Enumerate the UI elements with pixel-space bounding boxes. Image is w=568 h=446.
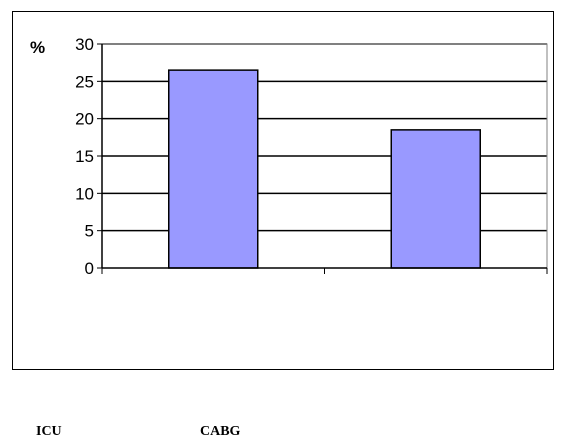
y-tick-label: 0 [85, 259, 94, 278]
bar-chart: 0 5 10 15 20 25 30 % [30, 35, 548, 278]
y-axis-label: % [30, 38, 45, 57]
y-tick-label: 15 [75, 147, 94, 166]
bars [168, 69, 481, 269]
y-tick-label: 30 [75, 35, 94, 54]
caption-label-cabg: CABG [200, 424, 241, 439]
y-tick-label: 5 [85, 222, 94, 241]
tick-labels: 0 5 10 15 20 25 30 [75, 35, 94, 278]
chart-frame: 0 5 10 15 20 25 30 % [12, 11, 554, 370]
axes [97, 43, 548, 274]
y-tick-label: 10 [75, 184, 94, 203]
bar [390, 129, 481, 269]
y-tick-label: 20 [75, 110, 94, 129]
bar [168, 69, 259, 269]
caption-label-icu: ICU [36, 424, 62, 439]
y-tick-label: 25 [75, 72, 94, 91]
